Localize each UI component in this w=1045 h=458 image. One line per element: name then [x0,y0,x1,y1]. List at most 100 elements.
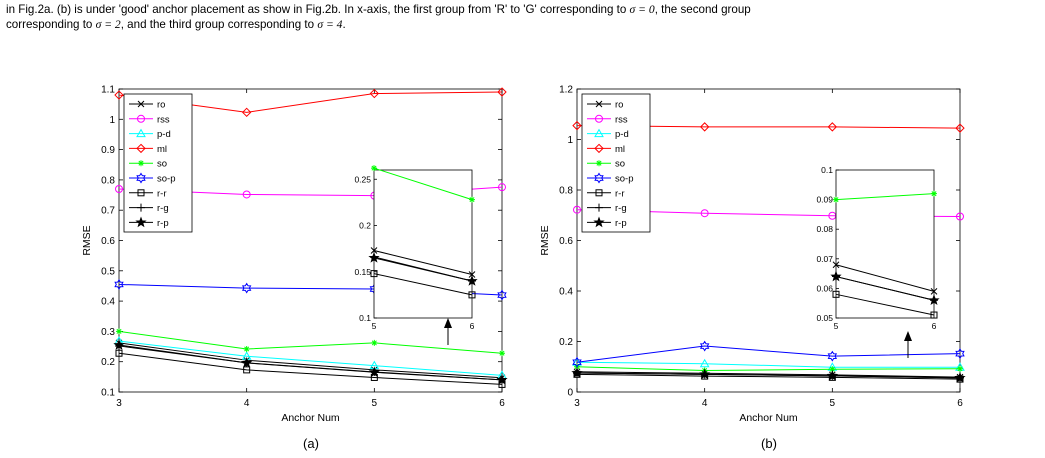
y-tick-label: 0.4 [559,287,573,298]
legend-item-r-g: r-g [587,203,627,214]
legend-item-ml: ml [129,143,167,155]
y-tick-label: 1 [109,115,115,126]
inset-point-r-r [832,290,840,298]
legend-label: so-p [615,174,633,185]
y-tick-label: 0.8 [101,175,115,186]
x-tick-label: 3 [574,398,580,409]
panel-label: (a) [303,436,319,451]
zoom-arrow [904,331,912,358]
legend-marker [595,203,603,212]
y-tick-label: 0.2 [101,357,115,368]
point-r-p [826,369,838,381]
inset-series-r-r [832,290,938,319]
legend-marker [594,143,604,154]
inset-series-r-p [368,251,478,286]
x-axis-label: Anchor Num [281,412,340,424]
inset-x-tick-label: 6 [932,321,937,331]
legend-marker [595,100,603,108]
point-ml [369,88,380,99]
arrow-head [904,331,912,341]
inset-point-ro [468,271,476,278]
legend-item-r-p: r-p [129,216,169,229]
legend-label: p-d [615,129,629,140]
legend-item-so: so [587,159,625,170]
legend-marker [136,143,146,154]
y-tick-label: 0 [567,388,573,399]
legend-marker [135,216,147,228]
legend-label: ml [615,144,625,155]
legend-item-ro: ro [129,100,165,111]
legend-label: rss [615,114,628,125]
inset-point-r-p [830,270,842,282]
chart-panel-b: 0 0.2 0.4 0.6 0.8 1 1.2 3 4 5 6 Anchor Num RMSE (b) ro… [539,85,966,451]
point-so [957,365,963,372]
legend-marker [137,100,145,108]
x-tick-label: 6 [499,398,505,409]
x-tick-label: 3 [116,398,122,409]
caption-line-2: corresponding to σ = 2, and the third gr… [6,17,1041,32]
point-rss [115,184,123,193]
caption-math: σ = 0 [629,3,655,16]
y-axis-label: RMSE [81,225,93,255]
legend-marker [137,114,145,123]
point-r-p [113,339,125,350]
legend-item-ml: ml [587,143,625,155]
legend-item-so-p: so-p [587,172,633,185]
caption-text: . [342,18,346,31]
legend-item-so-p: so-p [129,172,175,185]
inset-series-ro [370,247,476,278]
series-line-r-p [576,372,961,379]
series-line-ro [118,342,503,379]
inset-line-r-p [835,276,935,301]
y-tick-label: 0.2 [559,337,573,348]
point-so [243,345,250,352]
legend-label: r-p [157,218,169,229]
y-tick-label: 1.2 [559,85,573,96]
point-r-p [571,367,583,378]
point-ml [572,120,582,131]
point-so [116,328,122,335]
series-line-r-p [118,344,503,381]
inset-plot-area [373,169,473,319]
inset-series-so [833,190,937,203]
y-tick-label: 0.9 [101,145,115,156]
legend-marker [137,189,145,197]
inset-y-tick-label: 0.1 [821,165,833,175]
inset-series-r-r [370,270,476,299]
point-r-p [496,373,508,385]
legend-label: r-g [615,203,627,214]
legend-marker [137,203,145,212]
legend-label: rss [157,114,170,125]
legend-label: so-p [157,174,175,185]
inset-x-tick-label: 6 [470,321,475,331]
inset-series-ro [832,261,938,295]
series-r-p [113,339,508,385]
inset-line-r-p [373,257,473,282]
y-tick-label: 1.1 [101,85,115,96]
inset-series-so [371,165,475,203]
inset-point-r-p [466,275,478,286]
inset-plot-area [835,169,935,319]
inset-y-tick-label: 0.15 [354,267,371,277]
point-r-p [954,371,966,383]
y-tick-label: 0.1 [101,388,115,399]
series-line-r-r [576,373,961,380]
legend-item-rss: rss [129,114,170,125]
y-tick-label: 0.8 [559,186,573,197]
point-p-d [699,358,710,368]
legend-label: r-g [157,203,169,214]
inset-point-ro [370,247,378,254]
legend-label: ro [157,100,165,111]
legend-label: so [615,159,625,170]
point-r-p [241,356,253,368]
y-axis-label: RMSE [539,225,551,255]
inset-y-tick-label: 0.09 [816,195,833,205]
series-r-p [571,367,966,383]
point-so-p [699,340,710,352]
inset-point-r-r [468,291,476,299]
point-r-p [699,368,711,380]
legend-item-p-d: p-d [587,128,629,140]
inset-y-tick-label: 0.05 [816,313,833,323]
point-rss [498,183,506,192]
caption-text: in Fig.2a. (b) is under 'good' anchor pl… [6,3,630,16]
